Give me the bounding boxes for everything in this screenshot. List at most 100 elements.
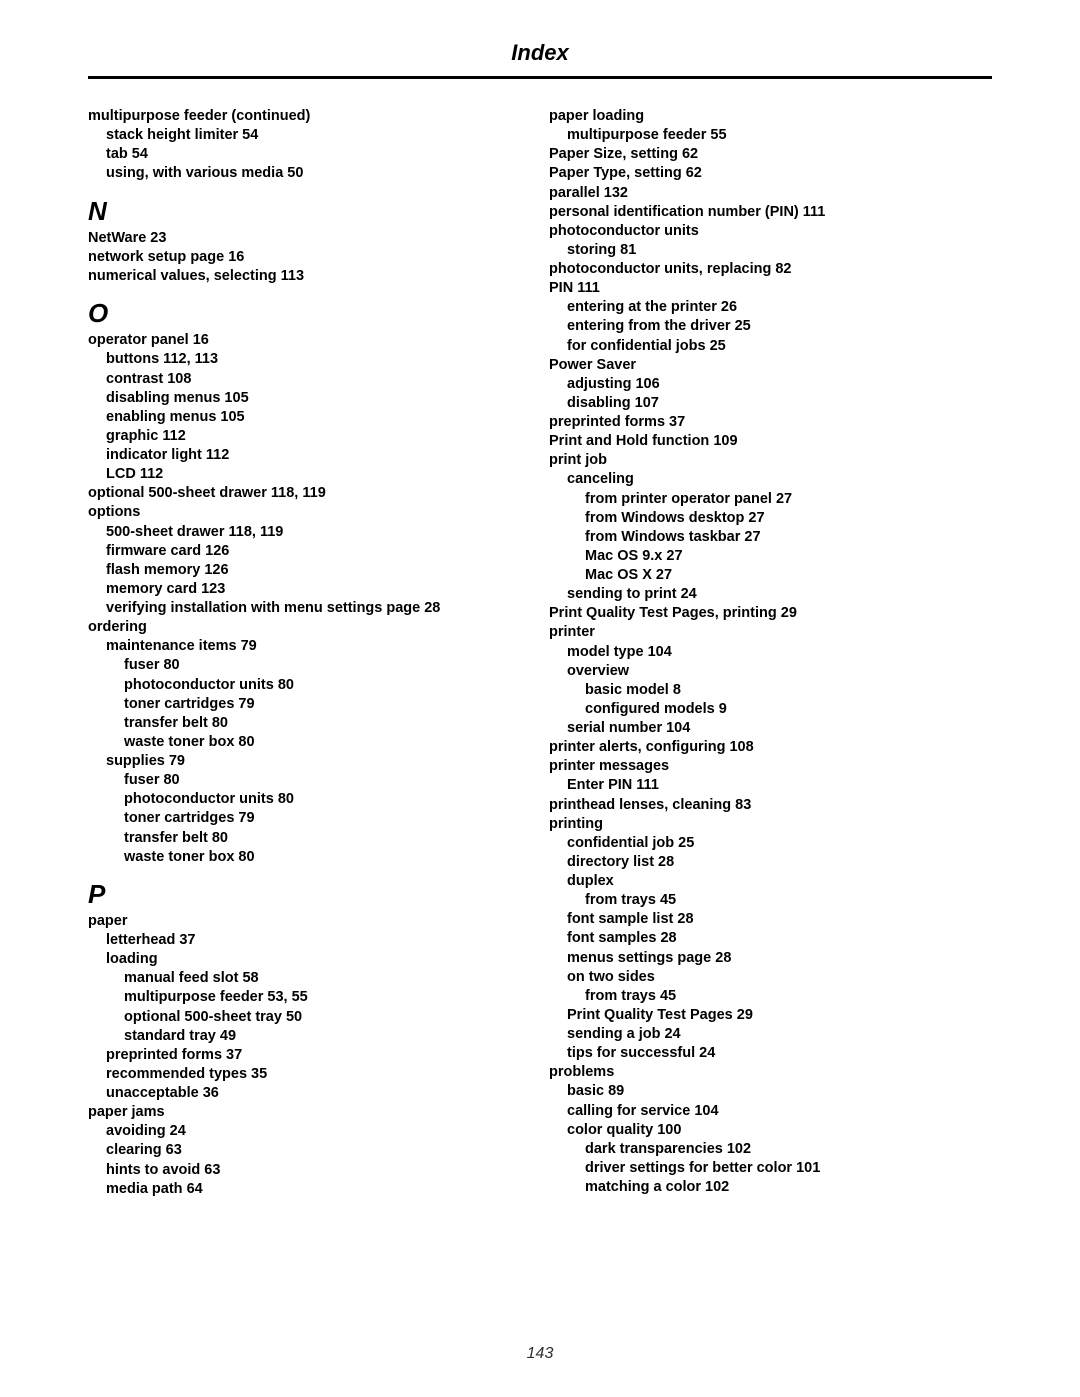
index-entry: confidential job 25 [549, 834, 992, 853]
index-entry: multipurpose feeder 55 [549, 126, 992, 145]
index-entry: letterhead 37 [88, 931, 531, 950]
index-entry: PIN 111 [549, 279, 992, 298]
index-entry: NetWare 23 [88, 229, 531, 248]
index-entry: Mac OS 9.x 27 [549, 547, 992, 566]
index-entry: Paper Type, setting 62 [549, 164, 992, 183]
index-entry: toner cartridges 79 [88, 809, 531, 828]
index-entry: Mac OS X 27 [549, 566, 992, 585]
section-letter: P [88, 879, 531, 910]
index-entry: using, with various media 50 [88, 164, 531, 183]
index-entry: multipurpose feeder (continued) [88, 107, 531, 126]
index-entry: 500-sheet drawer 118, 119 [88, 523, 531, 542]
index-entry: basic model 8 [549, 681, 992, 700]
index-entry: from trays 45 [549, 987, 992, 1006]
index-entry: hints to avoid 63 [88, 1161, 531, 1180]
index-entry: optional 500-sheet drawer 118, 119 [88, 484, 531, 503]
index-entry: font samples 28 [549, 929, 992, 948]
index-entry: firmware card 126 [88, 542, 531, 561]
index-entry: serial number 104 [549, 719, 992, 738]
index-entry: stack height limiter 54 [88, 126, 531, 145]
index-column-left: multipurpose feeder (continued)stack hei… [88, 107, 531, 1199]
index-column-right: paper loadingmultipurpose feeder 55Paper… [549, 107, 992, 1199]
index-entry: from Windows taskbar 27 [549, 528, 992, 547]
index-entry: disabling menus 105 [88, 389, 531, 408]
index-entry: color quality 100 [549, 1121, 992, 1140]
index-entry: toner cartridges 79 [88, 695, 531, 714]
index-entry: configured models 9 [549, 700, 992, 719]
index-entry: verifying installation with menu setting… [88, 599, 531, 618]
index-entry: driver settings for better color 101 [549, 1159, 992, 1178]
index-entry: clearing 63 [88, 1141, 531, 1160]
index-header: Index [88, 40, 992, 79]
index-entry: sending to print 24 [549, 585, 992, 604]
index-entry: manual feed slot 58 [88, 969, 531, 988]
index-entry: paper [88, 912, 531, 931]
index-entry: printer [549, 623, 992, 642]
index-entry: buttons 112, 113 [88, 350, 531, 369]
section-letter: N [88, 196, 531, 227]
index-entry: printer alerts, configuring 108 [549, 738, 992, 757]
index-entry: standard tray 49 [88, 1027, 531, 1046]
index-entry: flash memory 126 [88, 561, 531, 580]
index-entry: multipurpose feeder 53, 55 [88, 988, 531, 1007]
index-entry: loading [88, 950, 531, 969]
index-entry: parallel 132 [549, 184, 992, 203]
index-entry: problems [549, 1063, 992, 1082]
index-columns: multipurpose feeder (continued)stack hei… [88, 107, 992, 1199]
index-entry: for confidential jobs 25 [549, 337, 992, 356]
index-entry: maintenance items 79 [88, 637, 531, 656]
index-entry: entering from the driver 25 [549, 317, 992, 336]
section-letter: O [88, 298, 531, 329]
index-entry: fuser 80 [88, 771, 531, 790]
index-entry: unacceptable 36 [88, 1084, 531, 1103]
index-entry: paper loading [549, 107, 992, 126]
index-entry: recommended types 35 [88, 1065, 531, 1084]
index-entry: canceling [549, 470, 992, 489]
index-entry: print job [549, 451, 992, 470]
index-entry: basic 89 [549, 1082, 992, 1101]
index-entry: Enter PIN 111 [549, 776, 992, 795]
index-entry: on two sides [549, 968, 992, 987]
index-entry: personal identification number (PIN) 111 [549, 203, 992, 222]
index-entry: tab 54 [88, 145, 531, 164]
index-entry: operator panel 16 [88, 331, 531, 350]
index-entry: matching a color 102 [549, 1178, 992, 1197]
index-entry: Print and Hold function 109 [549, 432, 992, 451]
index-entry: photoconductor units 80 [88, 676, 531, 695]
index-entry: optional 500-sheet tray 50 [88, 1008, 531, 1027]
index-entry: printing [549, 815, 992, 834]
page-number: 143 [0, 1345, 1080, 1363]
index-entry: options [88, 503, 531, 522]
index-entry: from Windows desktop 27 [549, 509, 992, 528]
index-entry: entering at the printer 26 [549, 298, 992, 317]
index-entry: graphic 112 [88, 427, 531, 446]
index-entry: tips for successful 24 [549, 1044, 992, 1063]
index-entry: memory card 123 [88, 580, 531, 599]
index-entry: storing 81 [549, 241, 992, 260]
index-entry: media path 64 [88, 1180, 531, 1199]
index-entry: printhead lenses, cleaning 83 [549, 796, 992, 815]
index-entry: overview [549, 662, 992, 681]
index-entry: transfer belt 80 [88, 829, 531, 848]
index-entry: LCD 112 [88, 465, 531, 484]
page-title: Index [88, 40, 992, 66]
index-entry: numerical values, selecting 113 [88, 267, 531, 286]
index-entry: Paper Size, setting 62 [549, 145, 992, 164]
index-entry: paper jams [88, 1103, 531, 1122]
index-entry: from trays 45 [549, 891, 992, 910]
index-entry: fuser 80 [88, 656, 531, 675]
index-entry: photoconductor units 80 [88, 790, 531, 809]
index-entry: disabling 107 [549, 394, 992, 413]
index-entry: network setup page 16 [88, 248, 531, 267]
index-entry: photoconductor units [549, 222, 992, 241]
index-entry: from printer operator panel 27 [549, 490, 992, 509]
index-entry: transfer belt 80 [88, 714, 531, 733]
index-entry: waste toner box 80 [88, 848, 531, 867]
index-entry: Print Quality Test Pages 29 [549, 1006, 992, 1025]
index-entry: model type 104 [549, 643, 992, 662]
index-entry: Power Saver [549, 356, 992, 375]
index-entry: printer messages [549, 757, 992, 776]
index-entry: dark transparencies 102 [549, 1140, 992, 1159]
index-entry: font sample list 28 [549, 910, 992, 929]
index-entry: avoiding 24 [88, 1122, 531, 1141]
